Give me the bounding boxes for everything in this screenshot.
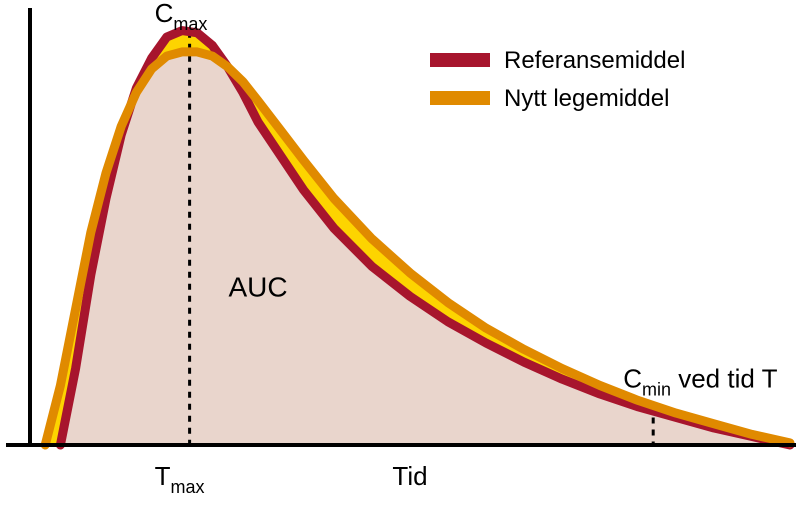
auc-label: AUC <box>228 271 287 302</box>
legend: Referansemiddel Nytt legemiddel <box>430 47 685 112</box>
cmax-label: Cmax <box>155 0 208 34</box>
pk-curve-chart: Cmax Tmax Cmin ved tid T Tid AUC Referan… <box>0 0 800 520</box>
cmin-label: Cmin ved tid T <box>623 363 777 399</box>
tmax-label: Tmax <box>155 461 205 497</box>
x-axis-label: Tid <box>392 461 427 491</box>
legend-label-reference: Referansemiddel <box>504 47 685 74</box>
legend-label-new: Nytt legemiddel <box>504 85 669 112</box>
chart-svg: Cmax Tmax Cmin ved tid T Tid AUC Referan… <box>0 0 800 520</box>
